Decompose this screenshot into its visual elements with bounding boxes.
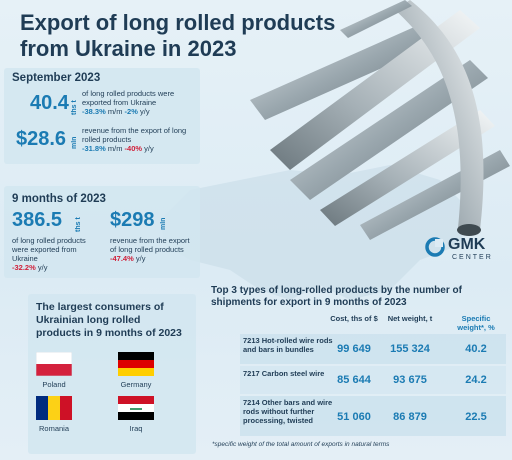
row-net: 155 324 (390, 343, 430, 355)
row-share: 22.5 (465, 411, 487, 423)
gmk-logo-icon (425, 237, 445, 257)
september-volume-unit: ths t (71, 100, 78, 115)
table-title: Top 3 types of long-rolled products by t… (211, 285, 462, 308)
nine-months-revenue-change: -47.4% (110, 254, 134, 263)
table-row (240, 334, 506, 364)
september-volume-change-yy: -2% (124, 107, 138, 116)
nine-months-volume-suffix: y/y (37, 263, 48, 272)
september-revenue-text: revenue from the export of long rolled p… (82, 126, 190, 153)
row-share: 24.2 (465, 374, 487, 386)
nine-months-volume-change: -32.2% (12, 263, 36, 272)
row-net: 93 675 (393, 374, 427, 386)
row-share: 40.2 (465, 343, 487, 355)
september-volume-value: 40.4 (30, 92, 69, 114)
germany-flag-icon (118, 352, 154, 376)
september-revenue-yy-suffix: y/y (144, 144, 154, 153)
table-footnote: *specific weight of the total amount of … (212, 441, 390, 448)
september-panel (4, 68, 200, 164)
september-revenue-value: $28.6 (16, 128, 67, 150)
iraq-flag-icon (118, 396, 154, 420)
nine-months-heading: 9 months of 2023 (12, 193, 106, 205)
nine-months-volume-desc: of long rolled products were exported fr… (12, 236, 86, 263)
logo-sub: CENTER (452, 254, 493, 261)
september-heading: September 2023 (12, 72, 101, 84)
header-share: Specific weight*, % (457, 314, 495, 332)
row-label: 7213 Hot-rolled wire rods and bars in bu… (243, 336, 333, 354)
nine-months-revenue-desc: revenue from the export of long rolled p… (110, 236, 190, 254)
september-volume-yy-suffix: y/y (139, 107, 150, 116)
nine-months-revenue-value: $298 (110, 209, 155, 231)
country-label-romania: Romania (38, 424, 69, 433)
header-net: Net weight, t (387, 314, 433, 323)
country-label-germany: Germany (120, 380, 152, 389)
nine-months-panel (4, 186, 200, 278)
september-volume-desc: of long rolled products were exported fr… (82, 89, 175, 107)
consumers-title: The largest consumers of Ukrainian long … (36, 301, 182, 339)
ukraine-map-shape (160, 165, 470, 300)
nine-months-volume-value: 386.5 (12, 209, 63, 231)
nine-months-volume-text: of long rolled products were exported fr… (12, 236, 98, 272)
september-volume-change-mm: -38.3% (82, 107, 106, 116)
row-label: 7214 Other bars and wire rods without fu… (243, 398, 333, 425)
row-cost: 85 644 (337, 374, 371, 386)
logo-name: GMK (448, 236, 486, 253)
row-label: 7217 Carbon steel wire (243, 369, 325, 378)
country-label-poland: Poland (42, 380, 66, 389)
page-title: Export of long rolled products from Ukra… (20, 10, 336, 61)
september-revenue-unit: mln (71, 136, 78, 149)
row-cost: 51 060 (337, 411, 371, 423)
september-volume-text: of long rolled products were exported fr… (82, 89, 194, 116)
nine-months-revenue-text: revenue from the export of long rolled p… (110, 236, 194, 263)
september-volume-mm-suffix: m/m (107, 107, 123, 116)
table-row (240, 396, 506, 436)
country-label-iraq: Iraq (129, 424, 143, 433)
september-revenue-change-mm: -31.8% (82, 144, 106, 153)
romania-flag-icon (36, 396, 72, 420)
row-net: 86 879 (393, 411, 427, 423)
steel-products-illustration (250, 0, 510, 240)
header-cost: Cost, ths of $ (330, 314, 378, 323)
nine-months-revenue-unit: mln (160, 217, 167, 230)
september-revenue-mm-suffix: m/m (107, 144, 123, 153)
september-revenue-desc: revenue from the export of long rolled p… (82, 126, 187, 144)
nine-months-revenue-suffix: y/y (135, 254, 146, 263)
row-cost: 99 649 (337, 343, 371, 355)
nine-months-volume-unit: ths t (75, 217, 82, 232)
september-revenue-change-yy: -40% (124, 144, 143, 153)
table-row (240, 366, 506, 394)
poland-flag-icon (36, 352, 72, 376)
